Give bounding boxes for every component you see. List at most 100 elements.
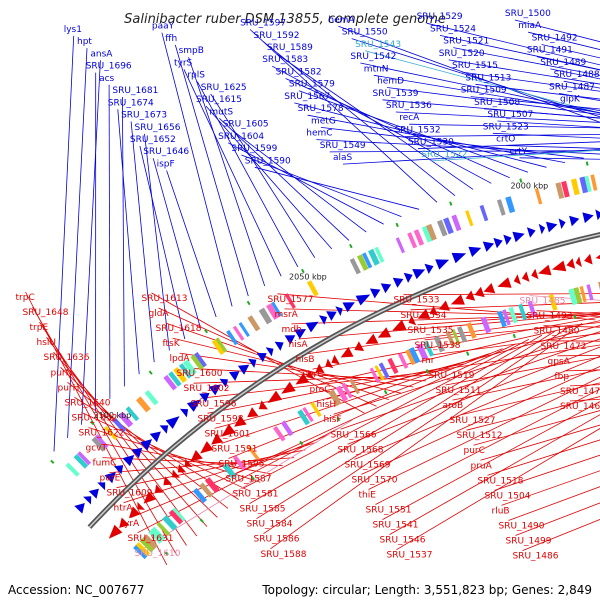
forward-cog-block: [534, 188, 543, 205]
gene-label: SRU_1599: [231, 144, 277, 154]
reverse-gene-arrow: [417, 308, 431, 319]
reverse-gene-arrow: [190, 450, 203, 462]
gene-label: SRU_1610: [135, 549, 181, 559]
forward-gene-arrow: [186, 399, 202, 412]
reverse-cog-block: [192, 487, 207, 504]
label-leader-line: [130, 121, 155, 363]
reverse-gene-arrow: [200, 441, 214, 454]
reverse-gene-arrow: [108, 524, 123, 539]
label-leader-line: [487, 439, 600, 476]
forward-gene-arrow: [83, 496, 92, 505]
gene-label: SRU_1589: [267, 43, 313, 53]
label-leader-line: [409, 123, 600, 129]
label-leader-line: [166, 170, 217, 318]
forward-gene-arrow: [582, 212, 594, 224]
label-leader-line: [122, 96, 125, 387]
reverse-cog-block: [456, 326, 468, 343]
gene-label: SRU_1646: [143, 147, 189, 157]
forward-gene-arrow: [179, 408, 189, 418]
gene-label: mutS: [209, 107, 233, 117]
gene-label: SRU_1569: [345, 460, 391, 470]
label-leader-line: [249, 334, 543, 504]
label-leader-line: [196, 81, 299, 268]
gene-label: SRU_1524: [430, 24, 476, 34]
label-leader-line: [109, 457, 295, 473]
reverse-cog-block: [573, 287, 583, 304]
forward-gene-arrow: [104, 472, 116, 484]
rna-marker: [204, 329, 208, 334]
forward-cog-block: [173, 367, 188, 383]
gene-label: paaY: [152, 22, 175, 32]
reverse-cog-block: [527, 300, 537, 318]
kbp-tick-label: 2100 kbp: [94, 411, 132, 420]
forward-gene-arrow: [392, 277, 404, 288]
rna-marker: [301, 268, 305, 274]
forward-gene-arrow: [526, 227, 536, 238]
gene-label: SRU_1489: [540, 58, 586, 68]
reverse-gene-arrow: [551, 260, 567, 272]
reverse-cog-block: [135, 542, 151, 557]
label-leader-line: [452, 369, 600, 401]
gene-label: fumC: [93, 459, 117, 469]
label-leader-line: [256, 330, 556, 520]
reverse-gene-arrow: [566, 258, 576, 269]
rna-marker: [246, 300, 251, 306]
gene-label: SRU_1488: [554, 70, 600, 80]
reverse-cog-block: [378, 362, 390, 379]
forward-cog-block: [247, 315, 261, 332]
reverse-cog-block: [502, 309, 511, 326]
reverse-cog-block: [466, 322, 477, 339]
label-leader-line: [387, 87, 600, 115]
gene-label: ftsK: [163, 339, 181, 349]
forward-cog-block: [238, 322, 250, 337]
reverse-gene-arrow: [497, 277, 512, 288]
forward-gene-arrow: [165, 416, 180, 429]
forward-cog-block: [284, 293, 296, 309]
forward-cog-block: [426, 223, 437, 241]
reverse-cog-block: [297, 409, 311, 426]
forward-cog-block: [112, 417, 127, 433]
forward-gene-arrow: [265, 347, 274, 357]
forward-gene-arrow: [342, 302, 355, 313]
forward-cog-block: [65, 462, 80, 477]
label-leader-line: [470, 96, 600, 110]
forward-cog-block: [144, 390, 159, 406]
reverse-cog-block: [349, 378, 360, 395]
label-leader-line: [484, 108, 600, 119]
gene-label: SRU_1588: [261, 550, 307, 560]
label-leader-line: [417, 311, 600, 326]
label-leader-line: [404, 134, 600, 137]
forward-cog-block: [73, 454, 89, 469]
gene-label: hslU: [37, 338, 56, 348]
gene-label: purE: [100, 474, 121, 484]
gene-label: hisB: [296, 355, 315, 365]
label-leader-line: [461, 71, 600, 92]
gene-label: SRU_1511: [436, 386, 482, 396]
label-leader-line: [144, 133, 170, 351]
rna-marker: [349, 243, 353, 249]
gene-label: SRU_1472: [541, 342, 587, 352]
forward-cog-block: [258, 307, 273, 325]
gene-label: SRU_1625: [201, 83, 247, 93]
reverse-gene-arrow: [143, 491, 156, 504]
gene-label: SRU_1486: [513, 552, 559, 562]
gene-label: mdh: [282, 325, 302, 335]
label-leader-line: [424, 322, 600, 341]
label-leader-line: [165, 322, 389, 400]
reverse-cog-block: [204, 477, 220, 493]
reverse-gene-arrow: [474, 286, 485, 298]
gene-label: SRU_1515: [452, 61, 498, 71]
gene-label: SRU_1493: [527, 312, 573, 322]
gene-label: SRU_1618: [156, 324, 202, 334]
label-leader-line: [494, 454, 600, 491]
forward-cog-block: [479, 204, 489, 222]
label-leader-line: [431, 333, 600, 356]
forward-cog-block: [555, 182, 565, 199]
label-leader-line: [161, 32, 233, 307]
label-leader-line: [205, 105, 333, 250]
reverse-gene-arrow: [267, 390, 283, 403]
gene-label: recA: [399, 113, 420, 123]
rna-marker: [585, 161, 589, 166]
reverse-gene-arrow: [538, 264, 552, 276]
forward-cog-block: [349, 258, 361, 275]
